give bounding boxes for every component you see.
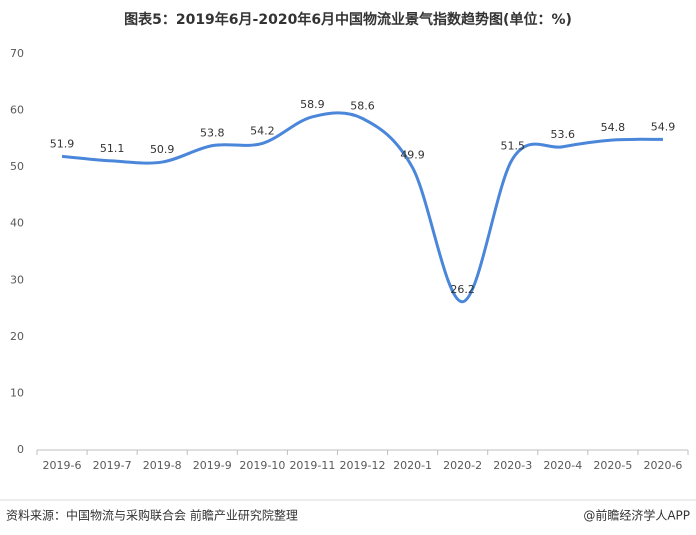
x-tick-label: 2019-8 <box>143 459 182 472</box>
x-tick-label: 2019-12 <box>340 459 386 472</box>
data-label: 54.8 <box>601 121 626 134</box>
data-label: 51.5 <box>500 140 525 153</box>
y-tick-label: 20 <box>10 330 24 343</box>
x-tick-label: 2020-5 <box>593 459 632 472</box>
y-tick-label: 10 <box>10 386 24 399</box>
x-tick-label: 2019-6 <box>43 459 82 472</box>
x-tick-label: 2019-7 <box>93 459 132 472</box>
x-tick-label: 2019-11 <box>289 459 335 472</box>
line <box>61 111 663 304</box>
y-tick-label: 30 <box>10 273 24 286</box>
x-tick-label: 2020-2 <box>443 459 482 472</box>
x-tick-label: 2019-10 <box>239 459 285 472</box>
data-label: 51.1 <box>100 142 125 155</box>
chart-title: 图表5：2019年6月-2020年6月中国物流业景气指数趋势图(单位：%) <box>124 11 572 28</box>
y-tick-label: 40 <box>10 217 24 230</box>
data-label: 54.9 <box>651 120 676 133</box>
x-tick-label: 2020-6 <box>643 459 682 472</box>
x-tick-label: 2020-4 <box>543 459 582 472</box>
y-tick-label: 0 <box>17 443 24 456</box>
x-tick-label: 2019-9 <box>193 459 232 472</box>
credit: @前瞻经济学人APP <box>583 508 690 523</box>
data-label: 58.9 <box>300 98 325 111</box>
data-label: 26.2 <box>450 283 475 296</box>
data-label: 49.9 <box>400 149 425 162</box>
y-tick-label: 50 <box>10 160 24 173</box>
data-label: 50.9 <box>150 143 175 156</box>
data-label: 51.9 <box>50 137 75 150</box>
data-label: 53.6 <box>551 128 576 141</box>
y-tick-label: 60 <box>10 104 24 117</box>
source: 资料来源：中国物流与采购联合会 前瞻产业研究院整理 <box>6 508 298 523</box>
y-tick-label: 70 <box>10 47 24 60</box>
data-label: 54.2 <box>250 124 275 137</box>
x-tick-label: 2020-1 <box>393 459 432 472</box>
x-tick-label: 2020-3 <box>493 459 532 472</box>
data-label: 53.8 <box>200 127 225 140</box>
data-label: 58.6 <box>350 99 375 112</box>
